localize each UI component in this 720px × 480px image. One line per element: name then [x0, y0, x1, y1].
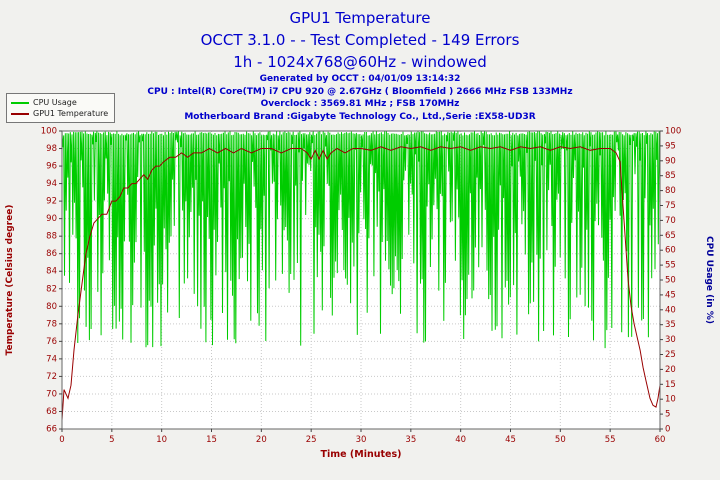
svg-text:72: 72 — [46, 372, 57, 382]
svg-text:25: 25 — [665, 350, 676, 360]
svg-text:35: 35 — [665, 320, 676, 330]
svg-text:96: 96 — [46, 162, 57, 172]
info-cpu: CPU : Intel(R) Core(TM) i7 CPU 920 @ 2.6… — [147, 86, 573, 97]
svg-text:55: 55 — [665, 261, 676, 271]
svg-text:25: 25 — [306, 435, 317, 445]
svg-text:80: 80 — [46, 302, 57, 312]
svg-text:95: 95 — [665, 141, 676, 151]
svg-text:85: 85 — [665, 171, 676, 181]
legend-line-cpu-usage — [11, 101, 29, 104]
svg-text:86: 86 — [46, 249, 57, 259]
svg-text:50: 50 — [665, 276, 676, 286]
svg-text:74: 74 — [46, 354, 57, 364]
chart-subtitle-test-config: 1h - 1024x768@60Hz - windowed — [233, 53, 487, 71]
svg-text:0: 0 — [665, 425, 670, 435]
svg-text:20: 20 — [256, 435, 267, 445]
svg-text:88: 88 — [46, 232, 57, 242]
svg-text:60: 60 — [655, 435, 666, 445]
svg-text:50: 50 — [555, 435, 566, 445]
svg-text:92: 92 — [46, 197, 57, 207]
svg-text:45: 45 — [665, 290, 676, 300]
info-motherboard: Motherboard Brand :Gigabyte Technology C… — [184, 111, 536, 122]
legend-line-gpu1-temperature — [11, 112, 29, 115]
svg-text:84: 84 — [46, 267, 57, 277]
svg-text:5: 5 — [109, 435, 114, 445]
svg-text:20: 20 — [665, 365, 676, 375]
svg-text:10: 10 — [665, 395, 676, 405]
svg-text:55: 55 — [605, 435, 616, 445]
chart-subtitle-test-status: OCCT 3.1.0 - - Test Completed - 149 Erro… — [200, 31, 520, 49]
svg-text:94: 94 — [46, 179, 57, 189]
svg-text:40: 40 — [665, 305, 676, 315]
svg-text:70: 70 — [665, 216, 676, 226]
legend-item-cpu-usage: CPU Usage — [11, 97, 108, 108]
svg-text:65: 65 — [665, 231, 676, 241]
svg-text:15: 15 — [206, 435, 217, 445]
svg-text:45: 45 — [505, 435, 516, 445]
svg-text:30: 30 — [665, 335, 676, 345]
info-overclock: Overclock : 3569.81 MHz ; FSB 170MHz — [260, 99, 460, 109]
svg-text:Temperature (Celsius degree): Temperature (Celsius degree) — [5, 205, 15, 356]
svg-text:78: 78 — [46, 319, 57, 329]
svg-text:80: 80 — [665, 186, 676, 196]
legend-item-gpu1-temperature: GPU1 Temperature — [11, 108, 108, 119]
chart-title: GPU1 Temperature — [289, 9, 431, 27]
chart-legend: CPU Usage GPU1 Temperature — [6, 93, 116, 123]
svg-text:70: 70 — [46, 389, 57, 399]
svg-text:90: 90 — [665, 156, 676, 166]
svg-text:35: 35 — [405, 435, 416, 445]
svg-text:100: 100 — [41, 127, 57, 137]
svg-text:10: 10 — [156, 435, 167, 445]
svg-text:82: 82 — [46, 284, 57, 294]
svg-text:60: 60 — [665, 246, 676, 256]
svg-text:100: 100 — [665, 127, 681, 137]
svg-text:0: 0 — [59, 435, 64, 445]
svg-text:68: 68 — [46, 407, 57, 417]
info-generated-by: Generated by OCCT : 04/01/09 13:14:32 — [259, 74, 461, 84]
svg-text:CPU Usage (in %): CPU Usage (in %) — [704, 236, 714, 324]
svg-text:66: 66 — [46, 425, 57, 435]
svg-text:75: 75 — [665, 201, 676, 211]
legend-label-cpu-usage: CPU Usage — [33, 98, 77, 107]
svg-text:30: 30 — [356, 435, 367, 445]
svg-text:40: 40 — [455, 435, 466, 445]
svg-text:98: 98 — [46, 144, 57, 154]
svg-text:15: 15 — [665, 380, 676, 390]
chart-header: GPU1 Temperature OCCT 3.1.0 - - Test Com… — [0, 0, 720, 123]
temperature-usage-chart: 6668707274767880828486889092949698100051… — [5, 127, 714, 461]
legend-label-gpu1-temperature: GPU1 Temperature — [33, 109, 109, 118]
svg-text:Time (Minutes): Time (Minutes) — [321, 449, 402, 460]
svg-text:90: 90 — [46, 214, 57, 224]
svg-text:5: 5 — [665, 410, 670, 420]
svg-text:76: 76 — [46, 337, 57, 347]
